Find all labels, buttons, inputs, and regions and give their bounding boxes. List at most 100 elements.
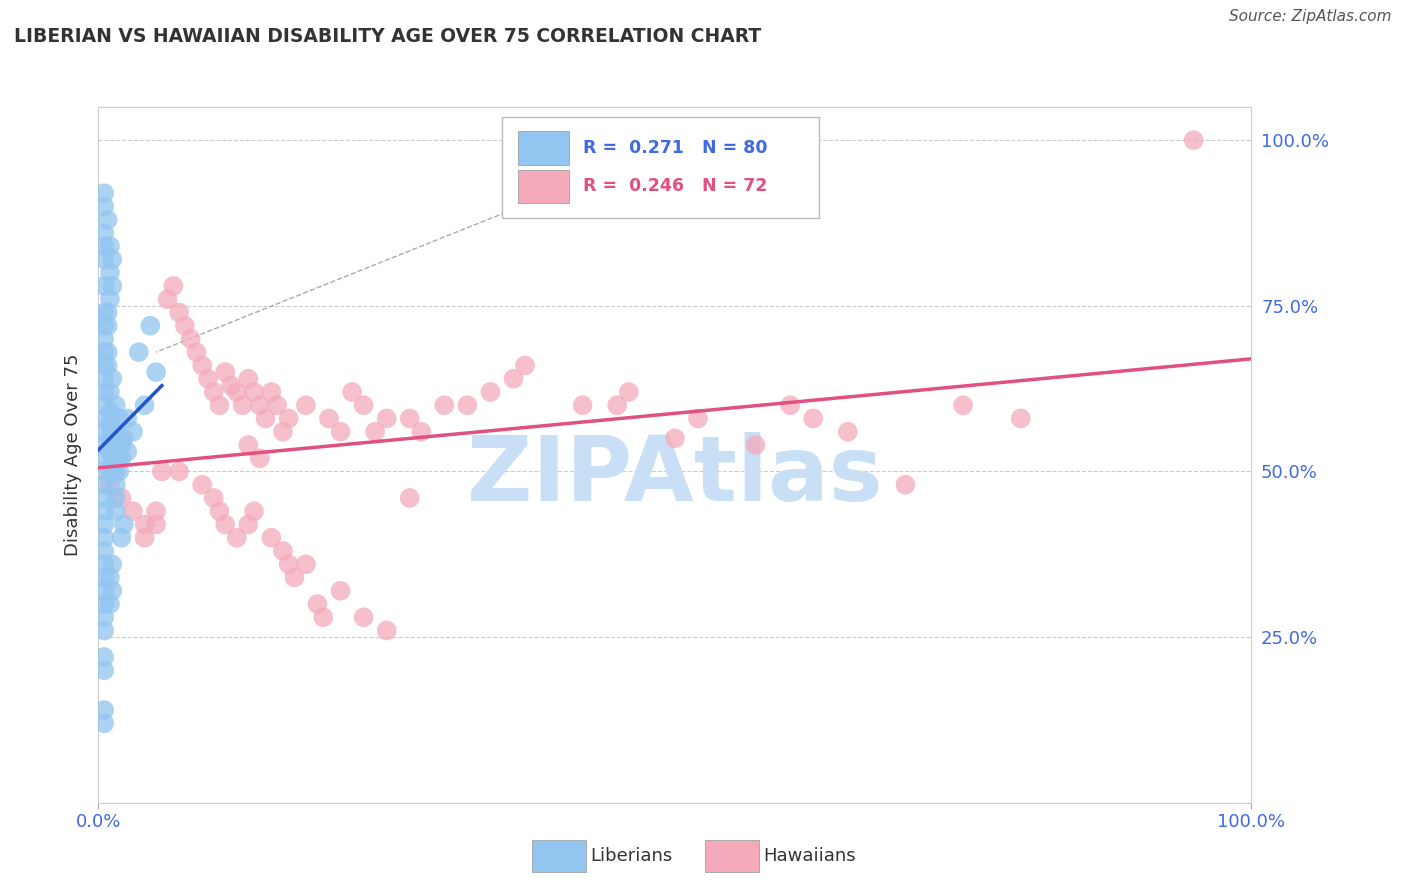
Point (98, 418, 121, 433)
Point (101, 372, 124, 386)
Point (271, 425, 294, 439)
Point (98, 384, 121, 399)
Point (93, 398, 115, 412)
Point (110, 438, 132, 452)
Point (411, 425, 433, 439)
Point (238, 372, 260, 386)
Point (375, 411, 398, 425)
Point (260, 531, 283, 545)
Point (110, 451, 132, 466)
Point (112, 431, 135, 445)
Point (254, 411, 277, 425)
Point (93, 544, 115, 558)
Point (93, 504, 115, 518)
FancyBboxPatch shape (517, 169, 569, 203)
Point (104, 425, 127, 439)
Point (364, 425, 387, 439)
Point (433, 398, 456, 412)
Point (208, 504, 231, 518)
Point (197, 372, 219, 386)
Point (93, 650, 115, 665)
FancyBboxPatch shape (502, 118, 818, 219)
Point (128, 345, 150, 359)
Point (353, 610, 375, 624)
Point (295, 558, 318, 572)
Point (108, 438, 131, 452)
Point (664, 431, 686, 445)
Point (180, 332, 202, 346)
Point (122, 504, 145, 518)
Point (93, 531, 115, 545)
Point (93, 451, 115, 466)
Point (93, 663, 115, 677)
Point (93, 226, 115, 240)
Point (312, 610, 335, 624)
Point (307, 597, 329, 611)
Text: LIBERIAN VS HAWAIIAN DISABILITY AGE OVER 75 CORRELATION CHART: LIBERIAN VS HAWAIIAN DISABILITY AGE OVER… (14, 27, 761, 45)
Point (145, 504, 167, 518)
Point (243, 384, 266, 399)
Point (101, 465, 124, 479)
Point (214, 365, 236, 379)
Point (117, 444, 139, 458)
Point (104, 398, 127, 412)
Point (98, 266, 121, 280)
Point (894, 477, 917, 491)
Point (513, 359, 536, 373)
Point (283, 570, 305, 584)
Point (145, 517, 167, 532)
Point (98, 431, 121, 445)
Point (208, 398, 231, 412)
Point (186, 345, 208, 359)
Point (93, 372, 115, 386)
Point (353, 398, 375, 412)
Point (214, 517, 236, 532)
Y-axis label: Disability Age Over 75: Disability Age Over 75 (65, 353, 83, 557)
Point (398, 411, 420, 425)
Text: R =  0.246   N = 72: R = 0.246 N = 72 (582, 178, 768, 195)
Point (134, 517, 156, 532)
Point (101, 451, 124, 466)
Point (101, 438, 124, 452)
Point (122, 425, 145, 439)
Point (98, 405, 121, 419)
Point (97, 212, 120, 227)
Point (104, 465, 127, 479)
Point (93, 186, 115, 201)
Point (456, 398, 478, 412)
Point (101, 252, 124, 267)
Point (108, 451, 131, 466)
Point (93, 465, 115, 479)
Point (98, 292, 121, 306)
Point (277, 558, 299, 572)
Point (93, 438, 115, 452)
Point (108, 465, 131, 479)
Point (329, 425, 352, 439)
Point (139, 318, 162, 333)
Point (329, 583, 352, 598)
Point (277, 411, 299, 425)
Point (104, 491, 127, 505)
Point (375, 624, 398, 638)
Point (97, 318, 120, 333)
Point (93, 199, 115, 213)
Point (93, 583, 115, 598)
Point (93, 597, 115, 611)
Point (93, 384, 115, 399)
Point (219, 378, 242, 392)
Point (97, 359, 120, 373)
Point (93, 411, 115, 425)
Point (93, 359, 115, 373)
Point (97, 305, 120, 319)
Point (479, 384, 502, 399)
Point (101, 425, 124, 439)
Point (606, 398, 628, 412)
Point (162, 279, 184, 293)
Point (98, 477, 121, 491)
Point (249, 451, 271, 466)
Point (295, 398, 318, 412)
Point (93, 491, 115, 505)
Point (104, 438, 127, 452)
Point (93, 239, 115, 253)
Point (249, 398, 271, 412)
